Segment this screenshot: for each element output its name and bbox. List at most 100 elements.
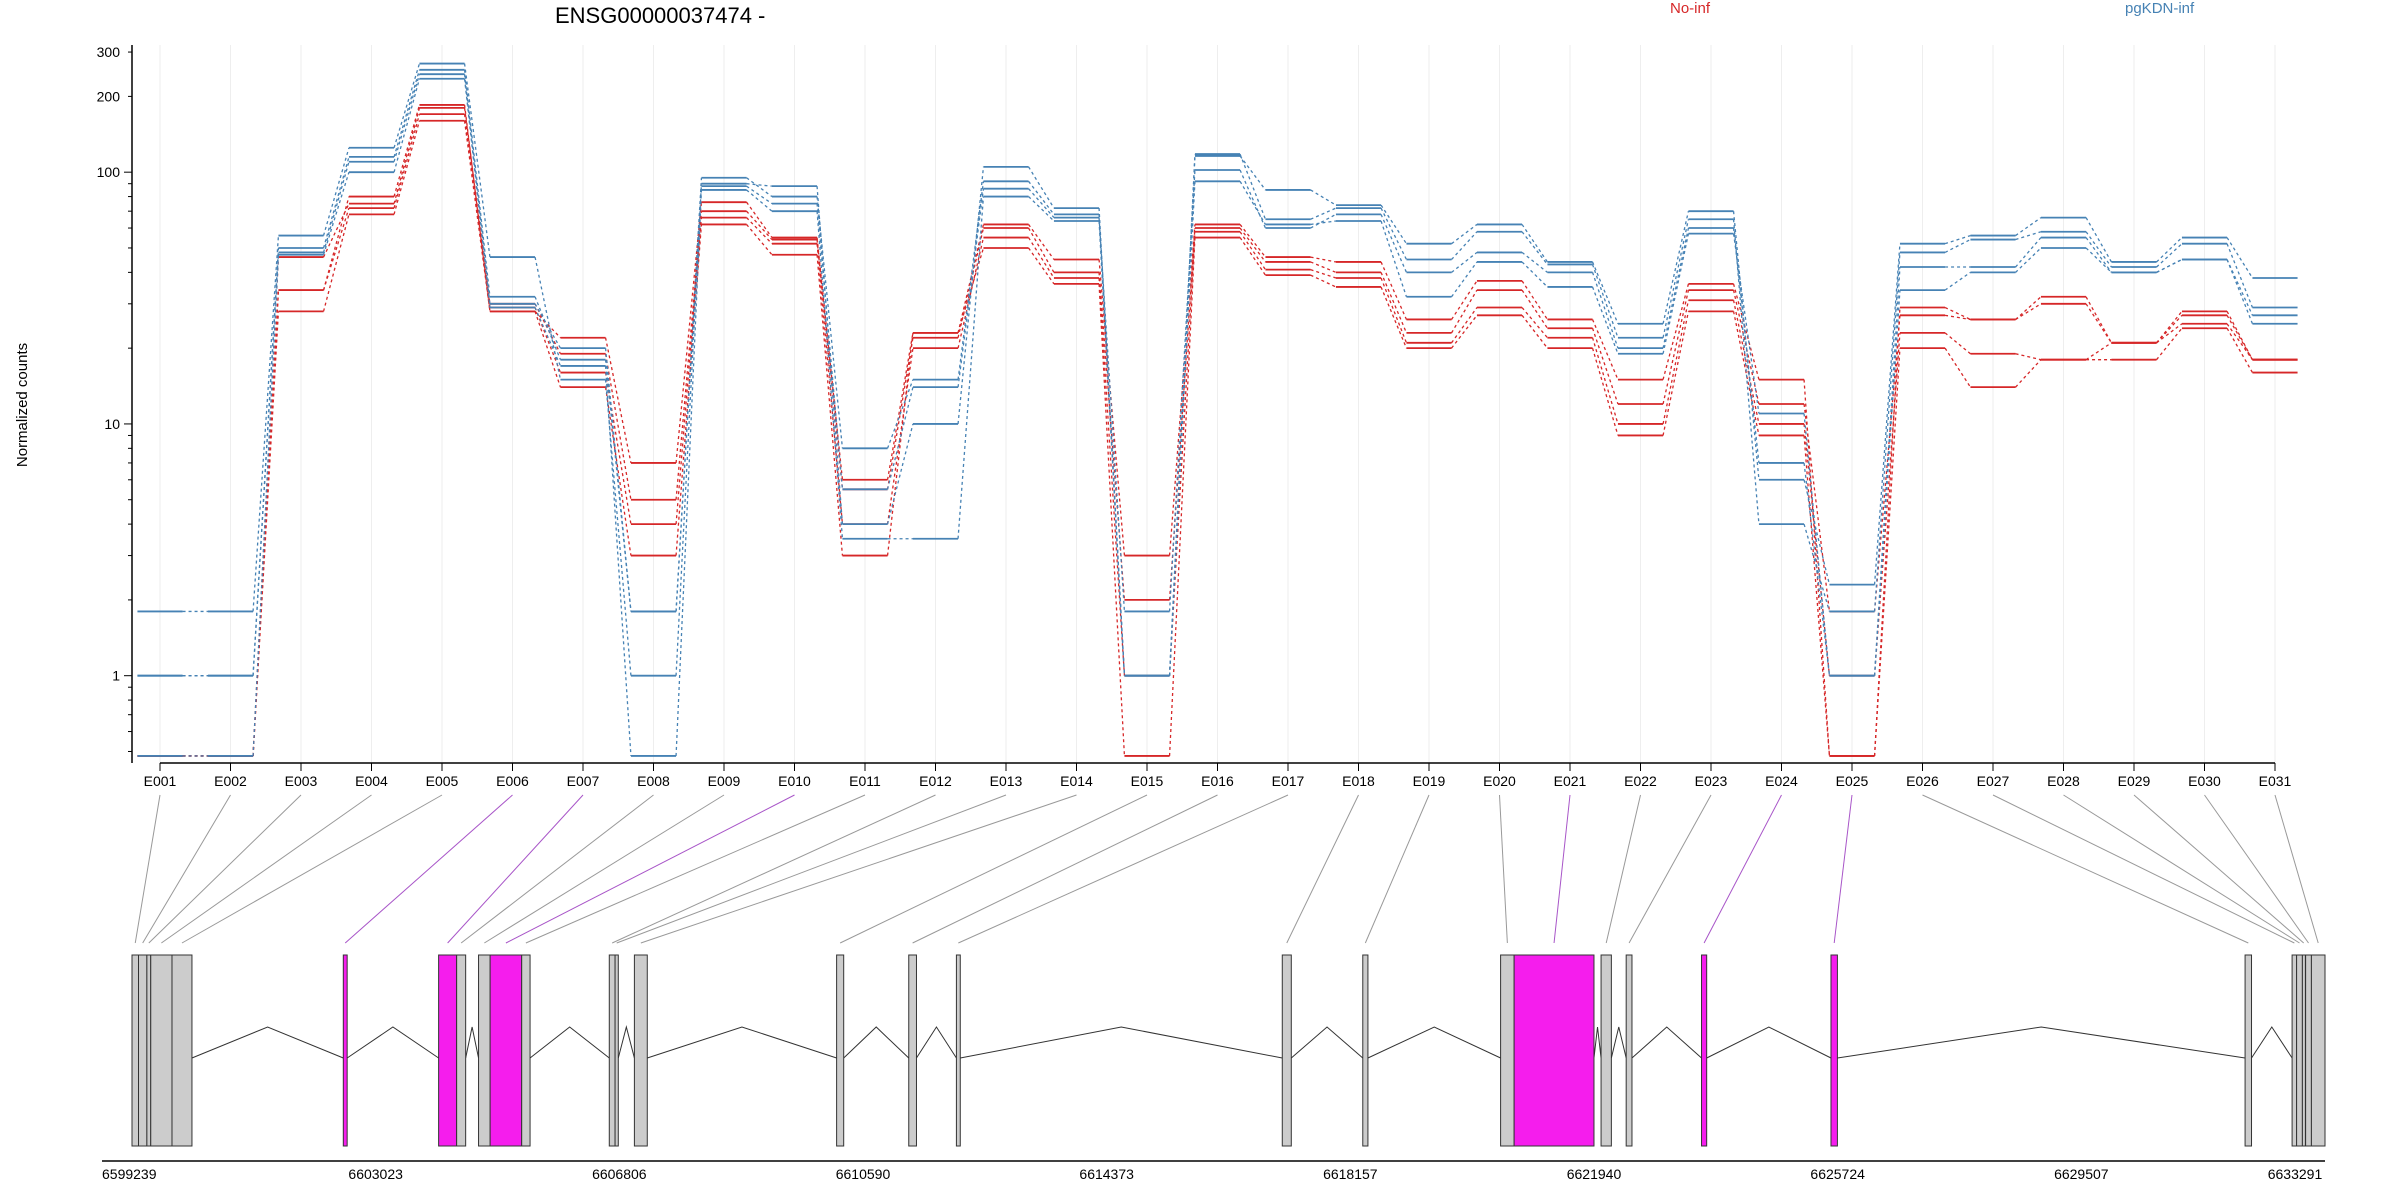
exon-E003 — [146, 954, 152, 1147]
genomic-tick-label: 6621940 — [1567, 1166, 1622, 1182]
series-transition — [1521, 280, 1548, 320]
connector-E009 — [484, 794, 725, 944]
exon-E027 — [2291, 954, 2298, 1147]
intron — [1367, 1026, 1501, 1059]
series-transition — [2015, 237, 2042, 268]
series-transition — [1944, 238, 1971, 254]
genomic-tick-label: 6603023 — [348, 1166, 403, 1182]
series-transition — [1239, 227, 1266, 263]
intron — [1610, 1026, 1627, 1059]
series-transition — [2226, 315, 2254, 360]
series-transition — [746, 201, 773, 238]
series-transition — [1662, 211, 1690, 324]
series-transition — [2015, 231, 2042, 241]
series-transition — [2226, 323, 2253, 361]
series-transition — [1521, 251, 1548, 273]
connector-E005 — [181, 794, 443, 944]
series-transition — [1451, 223, 1478, 245]
series-transition — [957, 181, 985, 380]
series-transition — [1028, 224, 1055, 260]
genomic-tick-label: 6633291 — [2268, 1166, 2323, 1182]
series-transition — [957, 166, 985, 424]
series-transition — [1591, 319, 1619, 380]
series-transition — [1521, 231, 1548, 265]
series-transition — [252, 254, 280, 756]
x-tick-label: E027 — [1977, 773, 2010, 789]
series-transition — [1803, 403, 1831, 612]
series-transition — [2226, 237, 2253, 279]
exon-connectors — [134, 794, 2319, 944]
series-transition — [393, 63, 421, 148]
exon-E023 — [1625, 954, 1633, 1147]
exon-E020 — [1500, 954, 1515, 1147]
series-transition — [957, 237, 985, 349]
x-tick-label: E025 — [1836, 773, 1869, 789]
exon-E012 — [608, 954, 616, 1147]
intron — [617, 1025, 635, 1059]
series-transition — [1310, 261, 1337, 273]
x-tick-label: E021 — [1554, 773, 1587, 789]
series-transition — [252, 235, 280, 612]
intron — [2251, 1026, 2293, 1059]
series-transition — [2085, 231, 2112, 268]
exon-E013 — [614, 954, 619, 1147]
x-tick-label: E015 — [1131, 773, 1164, 789]
series-transition — [1873, 315, 1901, 612]
series-transition — [534, 296, 562, 360]
series-transition — [1662, 289, 1690, 405]
series-transition — [1380, 272, 1408, 334]
intron — [1631, 1026, 1702, 1059]
series-transition — [1380, 261, 1408, 320]
intron — [960, 1026, 1283, 1059]
series-transition — [1803, 413, 1831, 676]
exon-E011 — [521, 954, 531, 1147]
exon-E030 — [2305, 954, 2312, 1147]
connector-E010 — [505, 794, 795, 944]
series-transition — [2156, 243, 2183, 268]
intron — [191, 1026, 344, 1059]
connector-E002 — [142, 794, 231, 944]
exon-E019 — [1362, 954, 1369, 1147]
grid-lines — [159, 45, 2276, 763]
series-transition — [1239, 231, 1266, 271]
series-transition — [463, 63, 491, 258]
series-transition — [1380, 214, 1408, 273]
connector-E006 — [344, 794, 513, 944]
series-transition — [675, 186, 703, 612]
genomic-tick-label: 6618157 — [1323, 1166, 1378, 1182]
series-transition — [604, 379, 632, 676]
series-transition — [957, 188, 985, 388]
series-transition — [1944, 332, 1971, 355]
series-transition — [534, 307, 562, 367]
series-transition — [1168, 169, 1196, 612]
series-transition — [1732, 211, 1760, 480]
intron — [1706, 1026, 1832, 1059]
series-transition — [534, 311, 562, 388]
series-transition — [1521, 261, 1548, 288]
intron — [1290, 1026, 1364, 1059]
series-transition — [604, 353, 632, 500]
series-transition — [746, 183, 773, 187]
series-transition — [1098, 220, 1126, 676]
exon-E004 — [150, 954, 173, 1147]
x-tick-label: E007 — [567, 773, 600, 789]
connector-E029 — [2133, 794, 2305, 944]
series-transition — [534, 256, 562, 380]
series-transition — [322, 196, 350, 291]
series-transition — [1451, 289, 1478, 334]
series-transition — [746, 177, 773, 198]
series-transition — [957, 224, 985, 334]
series-transition — [2015, 217, 2042, 237]
series-transition — [1944, 306, 1971, 321]
series-transition — [322, 214, 350, 312]
series-transition — [604, 365, 632, 756]
exon-E017 — [955, 954, 961, 1147]
exon-E029 — [2301, 954, 2306, 1147]
series-3 — [137, 104, 2298, 757]
y-tick-label: 200 — [97, 88, 121, 104]
series-transition — [252, 290, 280, 756]
series-transition — [393, 78, 421, 173]
series-transition — [816, 211, 844, 539]
series-transition — [1803, 379, 1831, 756]
